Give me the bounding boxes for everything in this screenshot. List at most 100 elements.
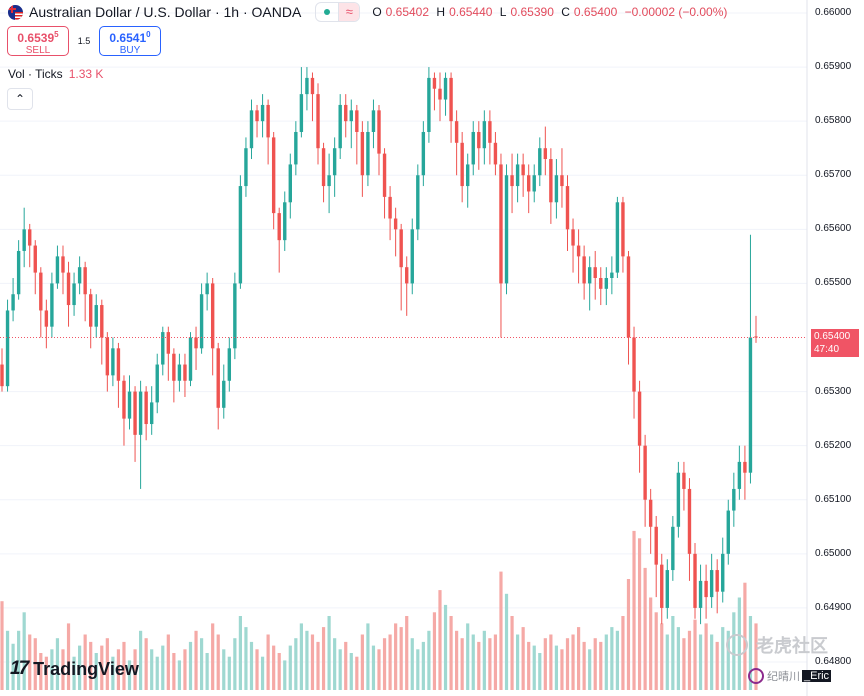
volume-bar (388, 634, 392, 690)
symbol-title[interactable]: Australian Dollar / U.S. Dollar · 1h · O… (29, 4, 302, 20)
volume-bar (333, 638, 337, 690)
candle (249, 99, 254, 160)
volume-bar (676, 627, 680, 690)
approx-icon: ≈ (338, 3, 360, 21)
candle (327, 153, 331, 214)
candle (449, 72, 453, 143)
candle (188, 332, 193, 387)
volume-bar (599, 641, 603, 690)
candle (704, 564, 708, 619)
volume-bar (316, 641, 320, 690)
candle (111, 337, 115, 387)
volume-bar (432, 612, 437, 690)
candle (183, 353, 187, 397)
candle (721, 537, 725, 603)
candle (388, 186, 392, 241)
candle (144, 386, 148, 441)
candle (233, 272, 237, 360)
volume-bar (715, 641, 719, 690)
change-value: −0.00002 (−0.00%) (624, 5, 728, 19)
volume-bar (222, 649, 226, 690)
trade-panel: 0.65395 SELL 1.5 0.65410 BUY (7, 26, 161, 56)
author-watermark: 纪晴川 _Eric (748, 668, 832, 684)
ohlc-values: O 0.65402 H 0.65440 L 0.65390 C 0.65400 −0.0… (372, 5, 728, 19)
volume-bar (721, 627, 725, 690)
volume-bar (455, 630, 459, 690)
volume-bar (105, 638, 109, 690)
candle (632, 326, 636, 419)
candle (344, 94, 348, 138)
candle (55, 245, 60, 289)
price-tick-label: 0.65600 (815, 223, 852, 235)
volume-bar (327, 616, 331, 690)
candle (366, 121, 370, 187)
candle (405, 256, 409, 316)
volume-bar (449, 616, 453, 690)
volume-bar (521, 627, 525, 690)
candle (538, 137, 542, 187)
candle (238, 175, 243, 289)
candle (643, 434, 647, 527)
candle (610, 256, 614, 295)
candle (615, 196, 620, 279)
candle (737, 445, 742, 500)
candle (726, 499, 730, 565)
candle (432, 72, 437, 111)
candle (105, 332, 110, 392)
volume-bar (421, 641, 425, 690)
candle (743, 445, 747, 500)
candle (471, 121, 475, 176)
volume-bar (188, 641, 193, 690)
volume-bar (338, 649, 342, 690)
volume-bar (321, 627, 326, 690)
volume-bar (565, 638, 570, 690)
chevron-up-icon[interactable]: ⌃ (7, 88, 33, 110)
market-status[interactable]: ≈ (315, 2, 361, 22)
volume-bar (632, 530, 636, 690)
candle (510, 153, 514, 214)
candle (122, 375, 126, 446)
volume-bar (283, 660, 287, 690)
candle (44, 299, 49, 349)
volume-bar (499, 571, 503, 690)
sell-button[interactable]: 0.65395 SELL (7, 26, 69, 56)
candle (488, 110, 492, 165)
candle (571, 218, 575, 273)
price-axis[interactable]: 0.66000 0.65900 0.65800 0.65700 0.65600 0.655… (807, 0, 864, 696)
volume-bar (272, 645, 276, 690)
volume-bar (637, 538, 642, 690)
tradingview-logo[interactable]: 17 TradingView (10, 658, 139, 679)
price-tick-label: 0.64800 (815, 656, 852, 667)
volume-bars (0, 530, 758, 690)
volume-bar (150, 649, 154, 690)
close-value: 0.65400 (573, 5, 618, 19)
volume-bar (743, 582, 747, 690)
candle (5, 299, 10, 392)
volume-bar (543, 638, 547, 690)
candle (216, 342, 220, 430)
volume-bar (255, 649, 259, 690)
volume-bar (194, 630, 198, 690)
volume-bar (626, 579, 631, 690)
candle (438, 72, 442, 122)
volume-bar (55, 638, 60, 690)
candle (294, 121, 298, 176)
volume-legend[interactable]: Vol · Ticks 1.33 K (8, 67, 104, 81)
volume-bar (17, 630, 21, 690)
volume-bar (89, 641, 93, 690)
volume-bar (416, 649, 420, 690)
volume-bar (588, 649, 592, 690)
volume-bar (277, 653, 281, 690)
volume-bar (382, 638, 387, 690)
candle (754, 315, 758, 343)
candle (222, 364, 226, 419)
watermark: 老虎社区 (726, 632, 828, 658)
volume-bar (183, 649, 187, 690)
volume-bar (754, 623, 758, 690)
volume-bar (22, 612, 26, 690)
candles (0, 67, 758, 625)
buy-button[interactable]: 0.65410 BUY (99, 26, 161, 56)
volume-bar (726, 630, 730, 690)
candle (332, 137, 337, 197)
